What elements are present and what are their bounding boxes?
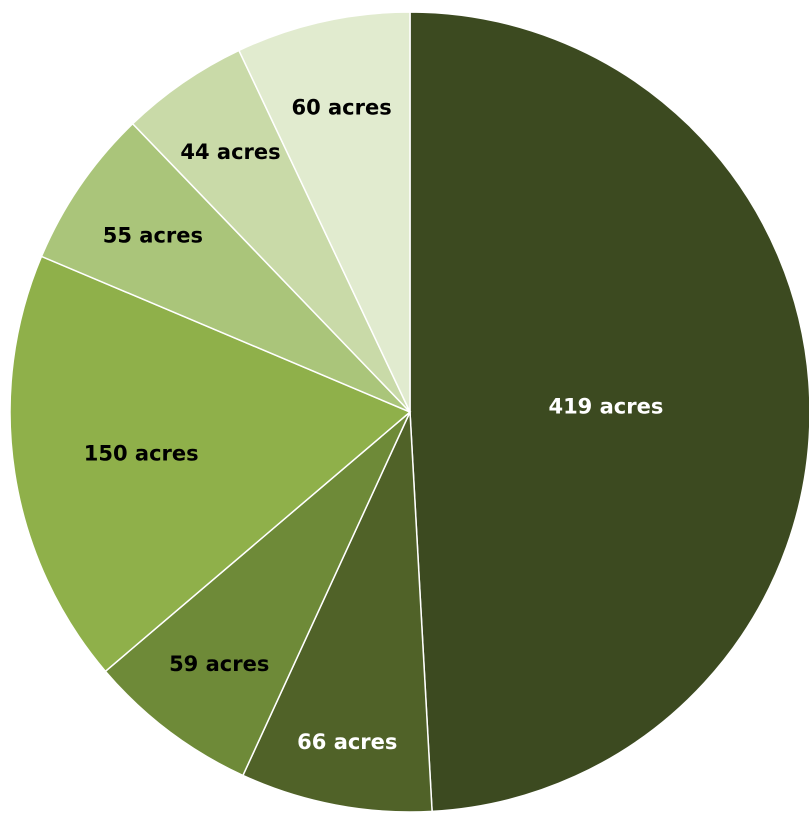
slice-label-6: 60 acres [291, 96, 391, 120]
slice-label-1: 66 acres [297, 730, 397, 754]
pie-slice-0 [409, 11, 809, 813]
pie-labels: 419 acres 66 acres 59 acres 150 acres 55 acr… [84, 96, 664, 754]
pie-slice-3 [9, 255, 412, 673]
slice-label-0: 419 acres [548, 395, 663, 419]
pie-slice-6 [237, 11, 411, 413]
slice-label-3: 150 acres [84, 441, 199, 465]
slice-label-5: 44 acres [180, 140, 280, 164]
pie-slice-2 [104, 411, 411, 777]
slice-label-4: 55 acres [103, 223, 203, 247]
pie-slice-1 [241, 411, 433, 813]
pie-slice-4 [40, 122, 411, 413]
slice-label-2: 59 acres [169, 652, 269, 676]
pie-slices [9, 11, 809, 813]
